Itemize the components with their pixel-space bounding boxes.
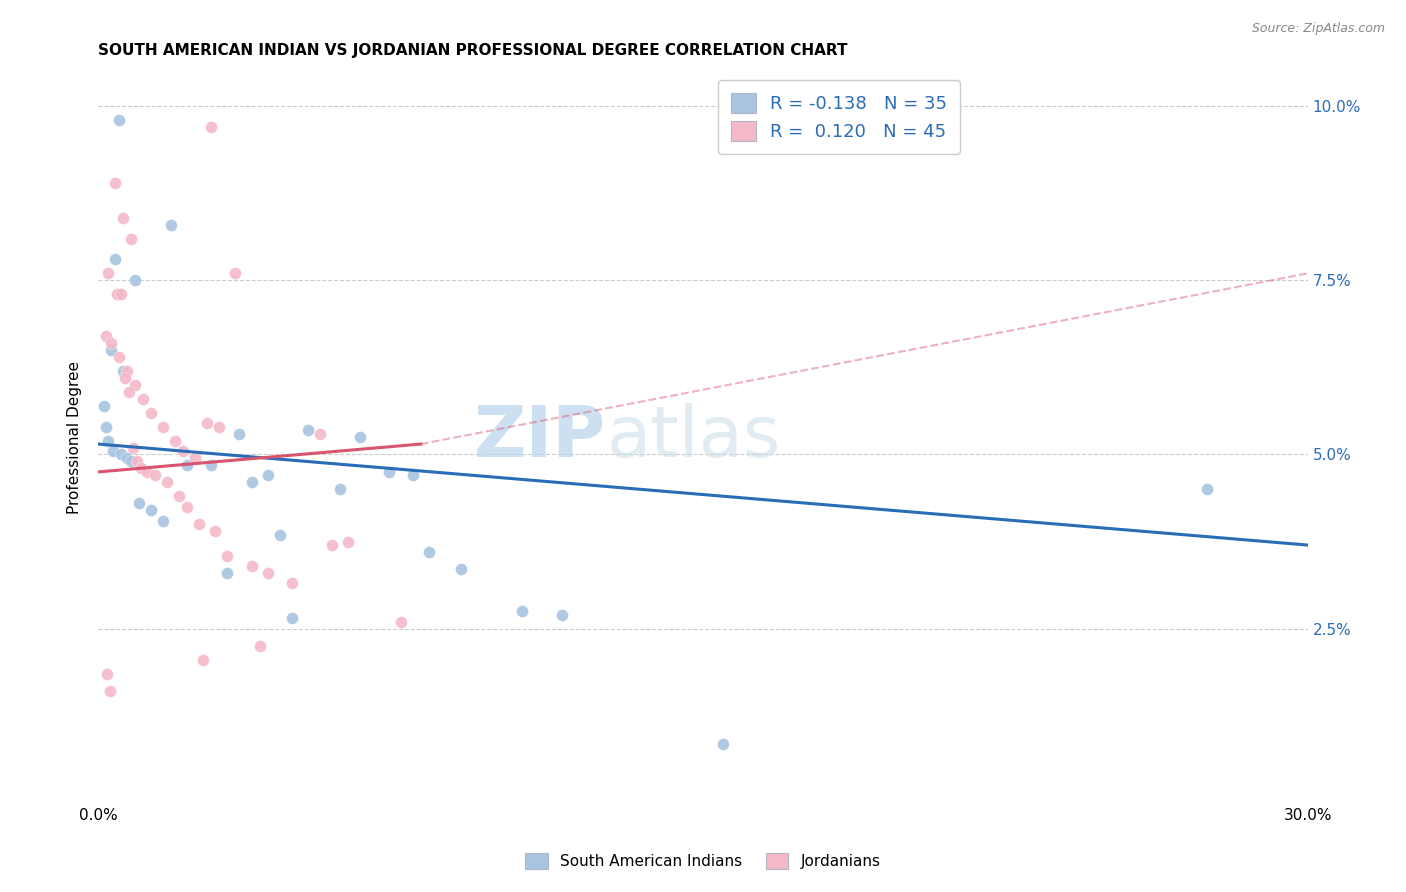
- Point: [103, 176, 125, 190]
- Point: [551, 607, 574, 622]
- Point: [450, 562, 472, 576]
- Point: [132, 392, 155, 406]
- Point: [167, 489, 190, 503]
- Point: [321, 538, 343, 552]
- Point: [163, 434, 186, 448]
- Point: [418, 545, 440, 559]
- Point: [204, 524, 226, 538]
- Text: ZIP: ZIP: [474, 402, 606, 472]
- Point: [349, 430, 371, 444]
- Point: [96, 419, 118, 434]
- Point: [135, 465, 157, 479]
- Point: [195, 416, 218, 430]
- Point: [107, 113, 129, 128]
- Point: [97, 266, 120, 280]
- Point: [121, 441, 143, 455]
- Point: [389, 615, 412, 629]
- Point: [217, 549, 239, 563]
- Point: [96, 667, 118, 681]
- Point: [1195, 483, 1218, 497]
- Point: [510, 604, 533, 618]
- Point: [240, 475, 263, 490]
- Point: [200, 458, 222, 472]
- Point: [281, 576, 304, 591]
- Point: [111, 211, 134, 225]
- Point: [93, 399, 115, 413]
- Legend: South American Indians, Jordanians: South American Indians, Jordanians: [519, 847, 887, 875]
- Point: [217, 566, 239, 580]
- Point: [118, 384, 141, 399]
- Point: [160, 218, 183, 232]
- Point: [115, 364, 138, 378]
- Point: [281, 611, 304, 625]
- Point: [139, 406, 162, 420]
- Point: [124, 377, 146, 392]
- Y-axis label: Professional Degree: Professional Degree: [67, 360, 83, 514]
- Point: [152, 419, 174, 434]
- Point: [139, 503, 162, 517]
- Point: [249, 639, 271, 653]
- Point: [110, 287, 132, 301]
- Point: [256, 566, 278, 580]
- Point: [103, 252, 125, 267]
- Point: [98, 684, 121, 698]
- Point: [193, 653, 215, 667]
- Point: [125, 454, 148, 468]
- Point: [129, 461, 152, 475]
- Text: atlas: atlas: [606, 402, 780, 472]
- Point: [143, 468, 166, 483]
- Point: [111, 364, 134, 378]
- Point: [107, 350, 129, 364]
- Point: [402, 468, 425, 483]
- Point: [240, 558, 263, 573]
- Point: [309, 426, 332, 441]
- Point: [329, 483, 352, 497]
- Point: [184, 450, 207, 465]
- Point: [110, 448, 132, 462]
- Point: [152, 514, 174, 528]
- Text: Source: ZipAtlas.com: Source: ZipAtlas.com: [1251, 22, 1385, 36]
- Point: [96, 329, 118, 343]
- Point: [120, 454, 142, 468]
- Point: [228, 426, 250, 441]
- Point: [100, 336, 122, 351]
- Point: [172, 444, 194, 458]
- Point: [176, 458, 198, 472]
- Point: [114, 371, 136, 385]
- Point: [269, 527, 291, 541]
- Point: [711, 737, 734, 751]
- Legend: R = -0.138   N = 35, R =  0.120   N = 45: R = -0.138 N = 35, R = 0.120 N = 45: [718, 80, 960, 153]
- Point: [208, 419, 231, 434]
- Point: [128, 496, 150, 510]
- Point: [101, 444, 124, 458]
- Point: [256, 468, 278, 483]
- Point: [97, 434, 120, 448]
- Point: [377, 465, 399, 479]
- Point: [297, 423, 319, 437]
- Point: [100, 343, 122, 357]
- Point: [176, 500, 198, 514]
- Point: [200, 120, 222, 134]
- Point: [115, 450, 138, 465]
- Point: [188, 517, 211, 532]
- Point: [156, 475, 179, 490]
- Point: [124, 273, 146, 287]
- Text: SOUTH AMERICAN INDIAN VS JORDANIAN PROFESSIONAL DEGREE CORRELATION CHART: SOUTH AMERICAN INDIAN VS JORDANIAN PROFE…: [98, 43, 848, 58]
- Point: [120, 231, 142, 245]
- Point: [337, 534, 360, 549]
- Point: [105, 287, 128, 301]
- Point: [224, 266, 246, 280]
